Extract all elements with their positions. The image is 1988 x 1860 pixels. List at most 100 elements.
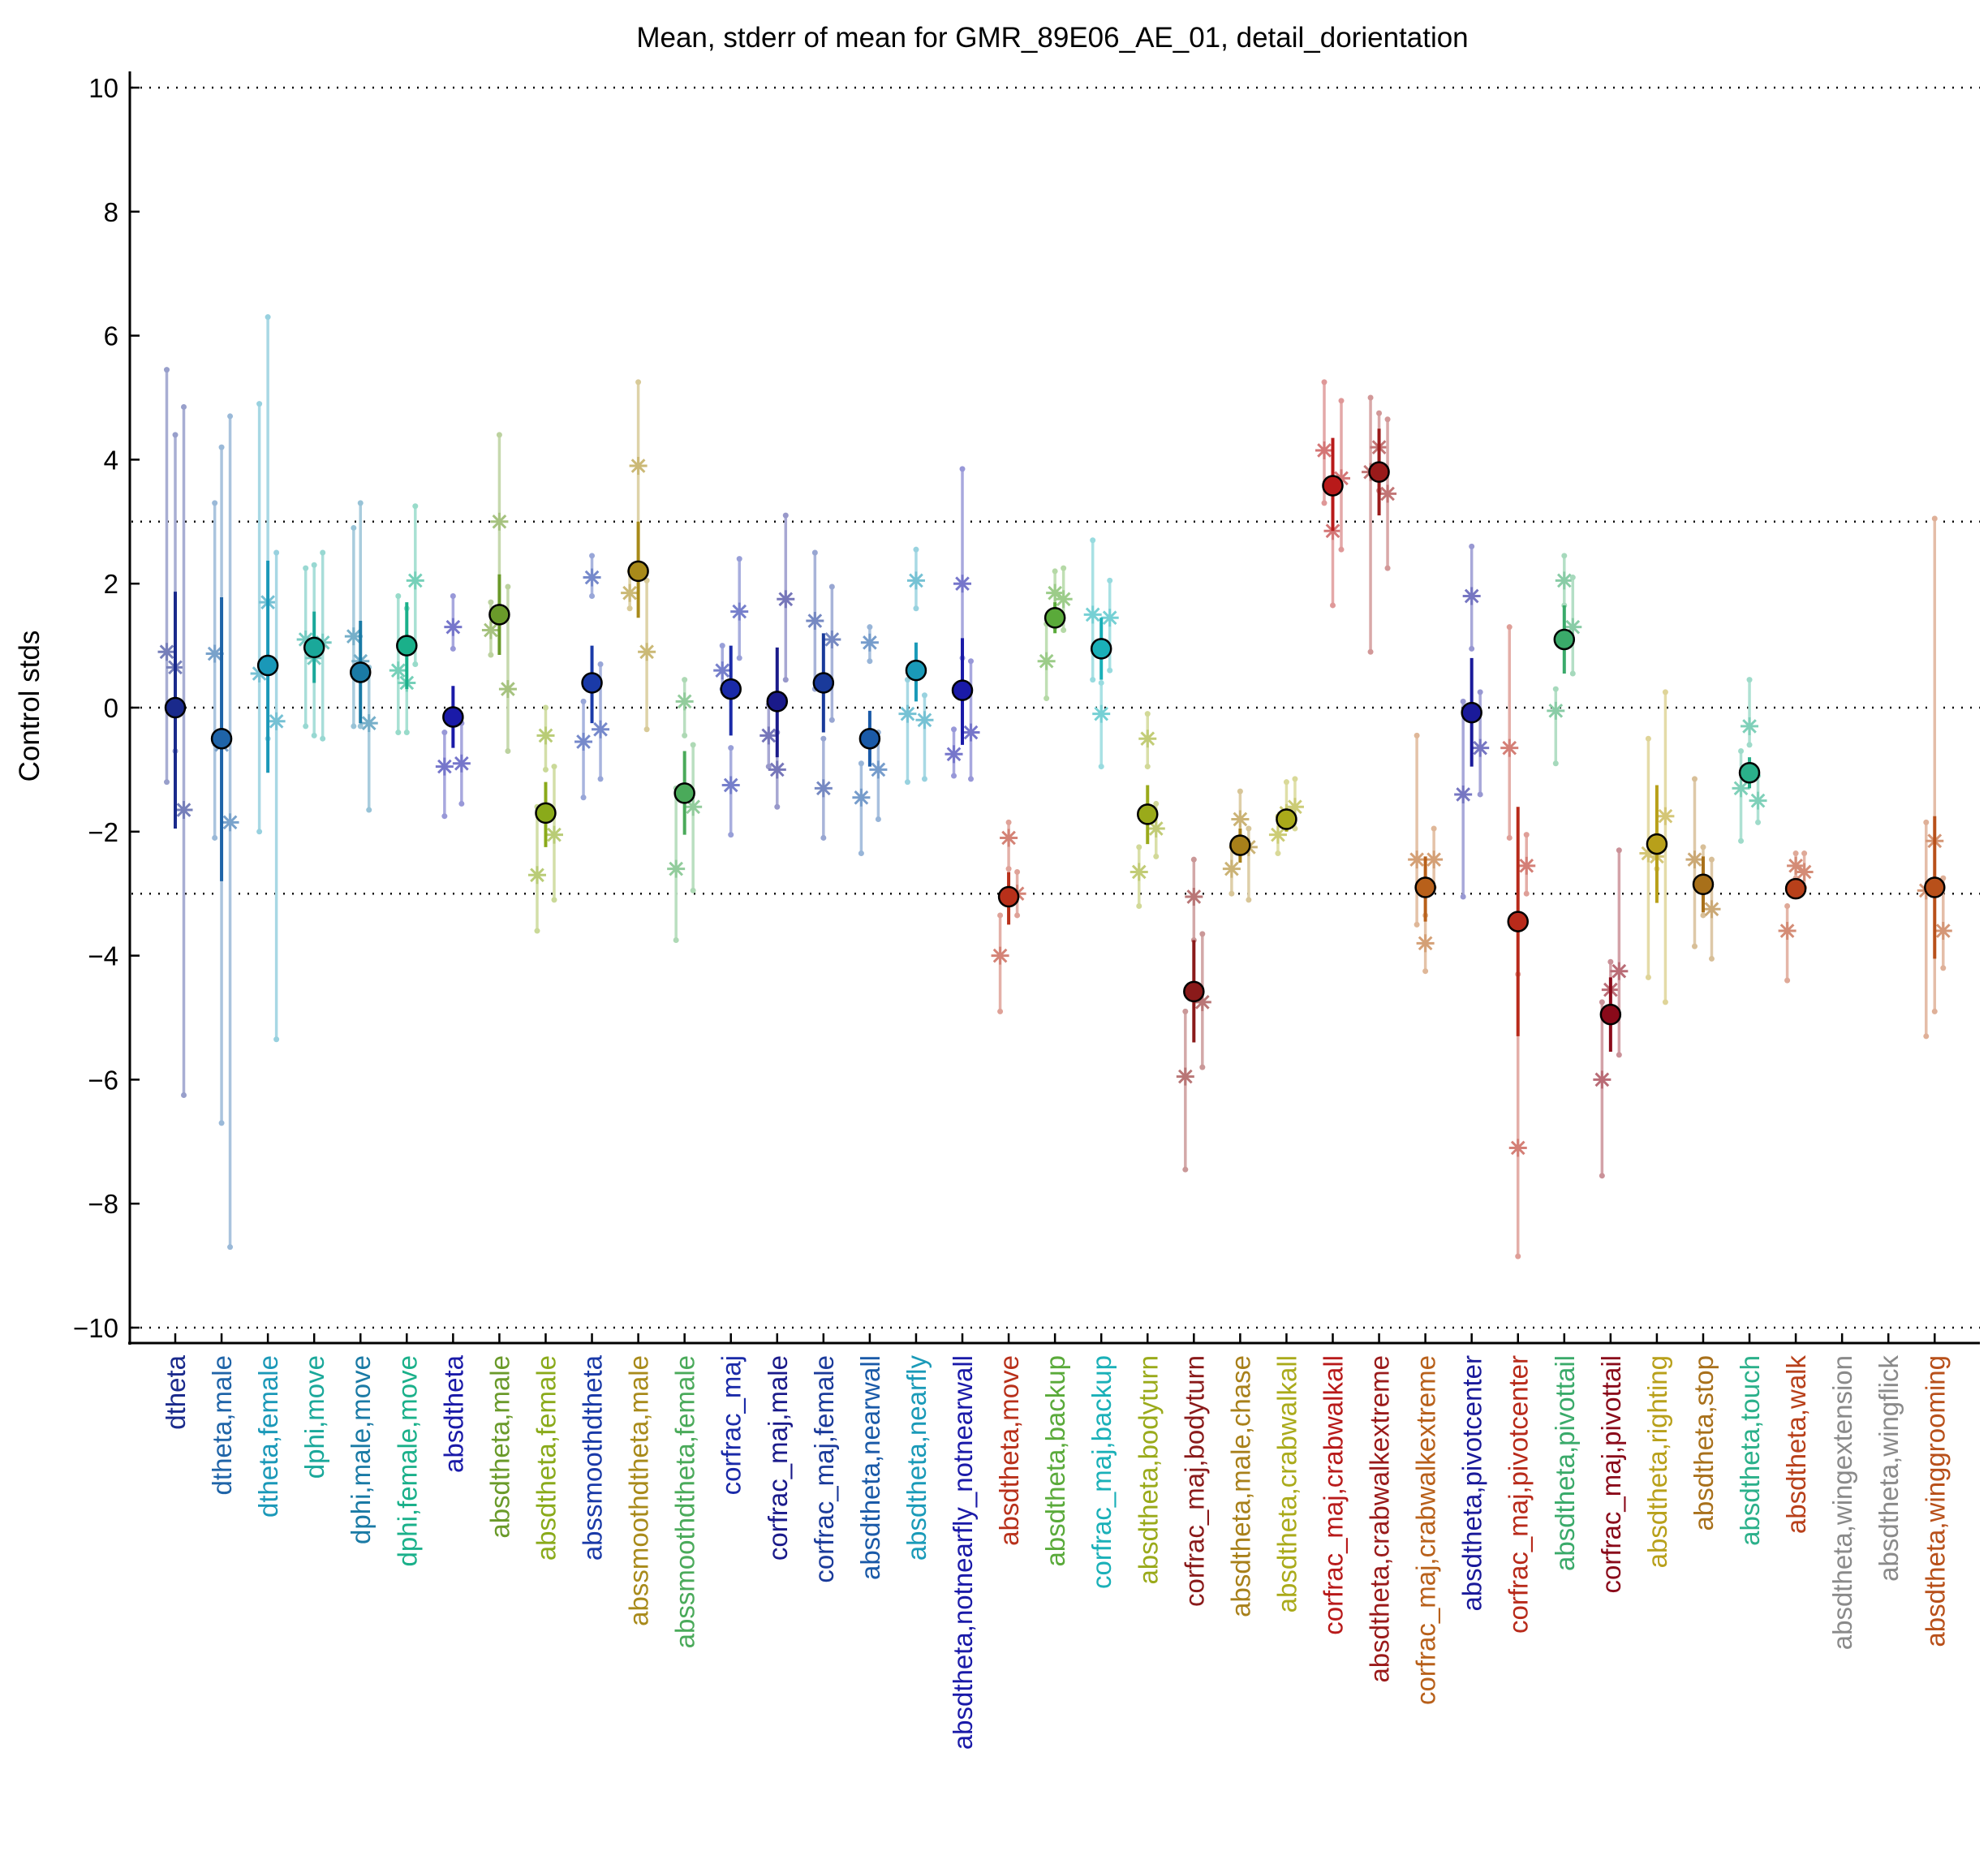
x-tick-label: absdtheta,move [994,1355,1024,1546]
mean-point [951,679,974,701]
category-group [1362,394,1397,655]
category-group [1732,677,1767,844]
sub-series-mark [536,704,555,773]
y-tick-label: −4 [88,941,118,971]
y-tick-label: 4 [104,445,118,475]
sub-series-mark [1741,677,1759,748]
mean-point [164,696,187,719]
sub-series-mark [945,726,963,779]
sub-series-mark [1092,679,1111,770]
category-group [1408,732,1444,975]
sub-series-mark [1454,698,1473,900]
x-tick-label: corfrac_maj,pivottail [1596,1355,1626,1593]
sub-series-mark [583,553,601,599]
sub-series-mark [962,658,980,782]
x-tick-label: absdtheta,crabwalkall [1272,1355,1302,1612]
category-group [296,549,332,742]
x-tick-label: abssmoothdtheta,female [670,1355,700,1648]
category-group [945,466,980,782]
category-group [1083,537,1119,770]
x-tick-label: corfrac_maj,pivotcenter [1504,1355,1534,1634]
x-tick-label: absdtheta,righting [1642,1355,1672,1568]
category-group [157,367,193,1098]
category-group [205,413,239,1251]
x-tick-label: absdtheta,female [531,1355,561,1561]
mean-point [1276,808,1297,830]
x-tick-label: corfrac_maj,female [809,1355,839,1583]
category-group [481,432,517,754]
sub-series-mark [1416,912,1435,975]
mean-point [488,604,510,626]
x-tick-label: absdtheta,walk [1781,1355,1811,1535]
mean-point [673,782,695,804]
category-group [1639,689,1675,1005]
category-group [1222,788,1258,903]
mean-point [1414,876,1436,898]
plot-area [157,314,1952,1259]
x-tick-label: absdtheta,male [484,1355,514,1539]
sub-series-mark [991,912,1009,1014]
x-tick-label: corfrac_maj [716,1355,747,1495]
category-group [1037,565,1073,702]
sub-series-mark [915,692,934,782]
category-group [1917,515,1952,1040]
sub-series-mark [1362,394,1380,655]
x-tick-label: absdtheta,touch [1735,1355,1765,1546]
sub-series-mark [1547,686,1565,767]
sub-series-mark [1176,1008,1194,1173]
sub-series-mark [250,401,269,835]
sub-series-mark [1732,747,1750,844]
x-tick-label: corfrac_maj,backup [1087,1355,1117,1589]
category-group [344,500,378,813]
mean-point [627,560,649,583]
x-tick-label: dtheta [161,1354,191,1429]
sub-series-mark [777,512,795,683]
reference-lines [131,86,1980,1329]
category-group [1454,543,1490,900]
x-tick-label: absdtheta,pivottail [1550,1355,1580,1571]
sub-series-mark [544,764,563,903]
category-group [852,624,888,857]
y-tick-label: −8 [88,1189,118,1219]
sub-series-mark [1138,711,1157,770]
category-group [1130,711,1165,909]
sub-series-mark [1130,844,1148,909]
category-group [527,704,563,934]
x-tick-label: absdtheta,nearfly [901,1355,932,1561]
category-group [667,677,703,943]
x-tick-label: dphi,move [299,1355,329,1479]
x-tick-label: absdtheta,nearwall [855,1355,885,1580]
category-group [1268,776,1304,857]
sub-series-mark [452,720,471,807]
category-group [621,379,656,733]
sub-series-mark [205,500,224,841]
mean-point [1368,461,1390,483]
category-group [1315,379,1350,609]
category-group [1593,847,1629,1179]
x-tick-label: corfrac_maj,male [763,1355,793,1561]
x-tick-label: dtheta,female [253,1355,283,1518]
mean-point [1599,1003,1622,1026]
sub-series-mark [1500,624,1519,841]
sub-series-mark [806,549,824,692]
x-tick-label: absdtheta,notnearfly_notnearwall [948,1355,978,1750]
mean-point [1090,638,1112,660]
sub-series-mark [1702,856,1721,962]
mean-point [1229,834,1251,856]
category-group [1500,624,1536,1259]
mean-point [1461,701,1482,724]
sub-series-mark [157,367,176,786]
sub-series-mark [1462,543,1481,652]
sub-series-mark [1555,553,1573,609]
y-axis-ticks: 10 8 6 4 2 0 −2 −4 −6 −8 −10 [73,73,140,1343]
sub-series-mark [730,556,749,661]
y-tick-label: 10 [88,73,118,103]
x-tick-label: absdtheta,bodyturn [1133,1355,1163,1585]
sub-series-mark [684,742,703,893]
sub-series-mark [1593,999,1611,1179]
x-tick-label: corfrac_maj,bodyturn [1179,1355,1209,1607]
x-tick-label: dphi,female,move [392,1355,422,1566]
mean-point [442,706,464,728]
chart-title: Mean, stderr of mean for GMR_89E06_AE_01… [636,22,1468,54]
